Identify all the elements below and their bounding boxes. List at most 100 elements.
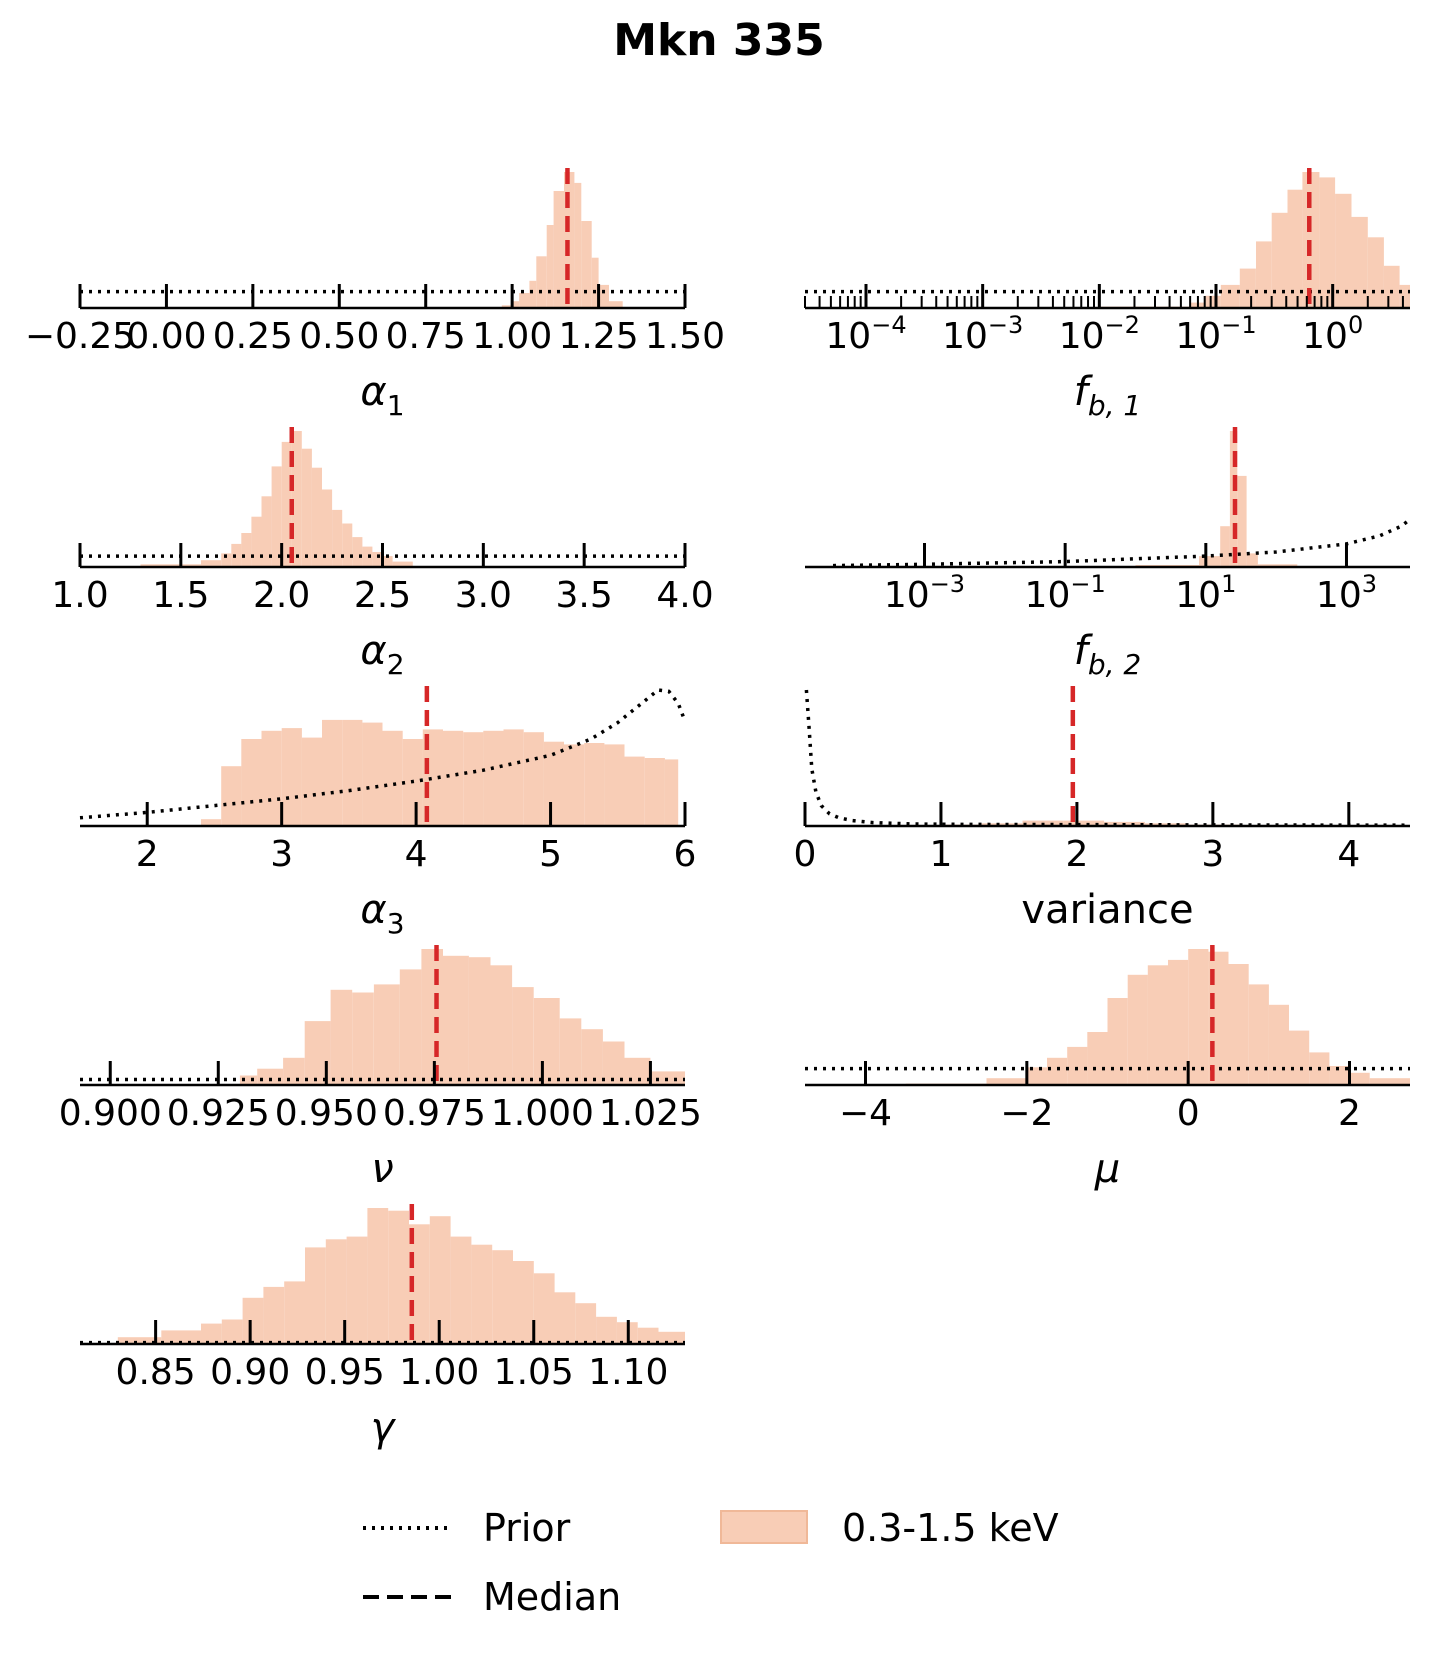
- tick-label: 0.950: [275, 1093, 378, 1134]
- tick-label: 5: [539, 834, 562, 875]
- x-axis-label-symbol: variance: [1021, 887, 1193, 933]
- hist-bar: [382, 730, 403, 826]
- hist-bar: [221, 766, 242, 826]
- tick-label: 0.900: [59, 1093, 162, 1134]
- tick-label: 0.90: [210, 1352, 290, 1393]
- tick-label-exp: 3: [1362, 570, 1377, 598]
- hist-bar: [140, 564, 201, 567]
- x-axis-label: fb, 1: [1074, 369, 1141, 422]
- tick-label-exp: −3: [930, 570, 965, 598]
- legend-median-label: Median: [483, 1575, 621, 1619]
- hist-bar: [1168, 959, 1189, 1085]
- hist-bar: [602, 1041, 625, 1085]
- hist-bar: [429, 1216, 451, 1344]
- tick-label: 0.75: [386, 316, 466, 357]
- tick-label: 2.5: [354, 575, 411, 616]
- tick-label: 10−1: [1175, 311, 1256, 357]
- hist-bar: [1319, 177, 1336, 308]
- tick-label: 10−2: [1059, 311, 1140, 357]
- panel-gamma: 0.85 0.90 0.95 1.00 1.05 1.10 γ: [80, 1204, 685, 1451]
- hist-bar: [261, 730, 282, 826]
- hist-bar: [468, 957, 491, 1085]
- hist-bar: [362, 722, 383, 826]
- tick-label: 100: [1302, 311, 1363, 357]
- tick-label: 3: [1201, 834, 1224, 875]
- hist-bar: [596, 1316, 617, 1344]
- hist-bar: [301, 737, 322, 826]
- hist-bar: [529, 280, 537, 308]
- hist-bar: [1335, 193, 1352, 308]
- hist-bar: [330, 989, 353, 1085]
- hist-bar: [512, 987, 534, 1085]
- hist-bar: [1257, 564, 1298, 567]
- tick-label: 0.925: [167, 1093, 270, 1134]
- x-axis-label: fb, 2: [1074, 628, 1141, 681]
- hist-bar: [373, 984, 400, 1085]
- panel-alpha1: −0.250.00 0.25 0.50 0.75 1.00 1.25 1.50 α1: [25, 168, 725, 422]
- hist-bar: [624, 1057, 651, 1085]
- tick-label: 0: [1177, 1093, 1200, 1134]
- x-axis-label-symbol: α: [360, 887, 386, 933]
- hist-bar: [362, 546, 373, 567]
- hist-bar: [1047, 1057, 1068, 1085]
- tick-label: 0: [794, 834, 817, 875]
- tick-label: 1.00: [399, 1352, 479, 1393]
- tick-label: 0.85: [116, 1352, 196, 1393]
- hist-bar: [117, 1337, 162, 1344]
- x-axis-label-subscript: b, 1: [1088, 389, 1141, 422]
- hist-bar: [1087, 1032, 1108, 1085]
- panel-alpha3: 2 3 4 5 6α3: [79, 686, 696, 940]
- hist-bar: [1237, 475, 1247, 567]
- hist-bar: [581, 221, 592, 308]
- legend-band-label: 0.3-1.5 keV: [842, 1506, 1059, 1550]
- legend: Prior Median 0.3-1.5 keV: [363, 1506, 1059, 1619]
- x-axis-label: α1: [360, 369, 404, 422]
- hist-bar: [519, 293, 530, 308]
- hist-bar: [581, 1029, 603, 1085]
- hist-bar: [1144, 823, 1186, 826]
- hist-bar: [1220, 526, 1230, 567]
- hist-bar: [564, 744, 585, 826]
- hist-bar: [325, 1239, 347, 1344]
- hist-bar: [352, 992, 374, 1085]
- hist-bar: [221, 1319, 243, 1344]
- tick-label: 101: [1175, 570, 1236, 616]
- hist-bar: [624, 756, 645, 826]
- tick-label: 103: [1316, 570, 1377, 616]
- hist-bar: [1026, 1067, 1047, 1085]
- tick-label: 4.0: [656, 575, 713, 616]
- hist-bar: [251, 516, 262, 567]
- hist-bar: [591, 257, 599, 308]
- x-axis-label: μ: [1094, 1146, 1120, 1192]
- hist-bar: [283, 1057, 305, 1085]
- hist-bar: [201, 560, 222, 567]
- hist-bar: [242, 1297, 264, 1344]
- hist-bar: [1204, 295, 1221, 308]
- hist-bar: [463, 732, 484, 826]
- tick-label: 1.00: [472, 316, 552, 357]
- tick-label: 1.50: [645, 316, 725, 357]
- hist-bar: [241, 739, 262, 826]
- x-axis-label-subscript: 1: [387, 389, 405, 422]
- x-axis-label-subscript: 2: [387, 648, 405, 681]
- tick-label-base: 10: [942, 316, 988, 357]
- hist-bar: [1188, 949, 1209, 1085]
- prior-line: [832, 518, 1412, 568]
- tick-label: 10−4: [825, 311, 906, 357]
- hist-bar: [1127, 974, 1148, 1085]
- hist-bar: [322, 719, 343, 826]
- hist-bar: [1248, 984, 1269, 1085]
- hist-bar: [604, 744, 625, 826]
- hist-bar: [311, 467, 322, 567]
- prior-line: [804, 689, 1411, 827]
- hist-bar: [536, 256, 547, 308]
- x-axis-label-symbol: μ: [1094, 1146, 1120, 1192]
- tick-label-exp: −1: [1070, 570, 1105, 598]
- tick-label: 0.25: [213, 316, 293, 357]
- x-axis-label: variance: [1021, 887, 1193, 933]
- hist-bar: [201, 819, 222, 826]
- hist-bar: [1147, 965, 1168, 1085]
